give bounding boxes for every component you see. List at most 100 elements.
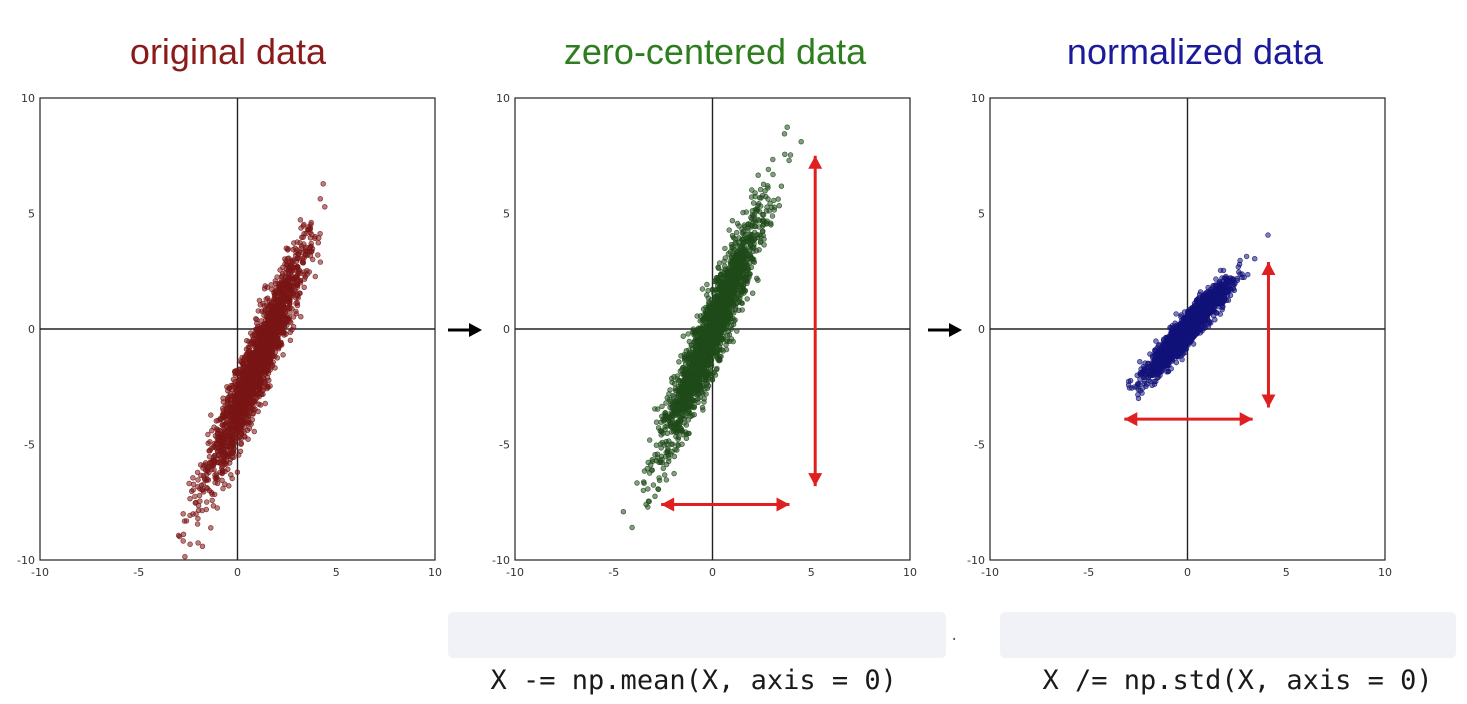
data-point bbox=[258, 403, 263, 408]
data-point bbox=[191, 475, 196, 480]
data-point bbox=[204, 500, 209, 505]
data-point bbox=[676, 397, 681, 402]
data-point bbox=[779, 184, 784, 189]
data-point bbox=[292, 258, 297, 263]
data-point bbox=[205, 486, 210, 491]
data-point bbox=[270, 305, 275, 310]
data-point bbox=[706, 346, 711, 351]
data-point bbox=[308, 245, 313, 250]
x-tick-label: 10 bbox=[903, 566, 917, 579]
data-point bbox=[200, 544, 205, 549]
data-point bbox=[682, 358, 687, 363]
data-point bbox=[228, 472, 233, 477]
data-point bbox=[282, 330, 287, 335]
data-point bbox=[208, 413, 213, 418]
x-tick-label: -10 bbox=[981, 566, 999, 579]
data-point bbox=[251, 392, 256, 397]
data-point bbox=[787, 158, 792, 163]
data-point bbox=[681, 334, 686, 339]
data-point bbox=[196, 516, 201, 521]
data-point bbox=[254, 317, 259, 322]
data-point bbox=[689, 368, 694, 373]
data-point bbox=[668, 388, 673, 393]
data-point bbox=[715, 296, 720, 301]
data-point bbox=[700, 287, 705, 292]
data-point bbox=[682, 409, 687, 414]
data-point bbox=[236, 453, 241, 458]
data-point bbox=[271, 314, 276, 319]
data-point bbox=[232, 433, 237, 438]
y-tick-label: 5 bbox=[978, 208, 985, 221]
data-point bbox=[234, 411, 239, 416]
data-point bbox=[270, 339, 275, 344]
data-point bbox=[263, 327, 268, 332]
data-point bbox=[246, 419, 251, 424]
data-point bbox=[286, 246, 291, 251]
data-point bbox=[277, 330, 282, 335]
data-point bbox=[671, 429, 676, 434]
data-point bbox=[263, 308, 268, 313]
data-point bbox=[642, 481, 647, 486]
data-point bbox=[731, 235, 736, 240]
data-point bbox=[694, 348, 699, 353]
data-point bbox=[223, 460, 228, 465]
data-point bbox=[286, 269, 291, 274]
data-point bbox=[278, 312, 283, 317]
data-point bbox=[749, 265, 754, 270]
data-point bbox=[668, 405, 673, 410]
data-point bbox=[771, 198, 776, 203]
data-point bbox=[236, 437, 241, 442]
data-point bbox=[641, 488, 646, 493]
y-tick-label: -5 bbox=[974, 439, 985, 452]
data-point bbox=[181, 511, 186, 516]
data-point bbox=[291, 247, 296, 252]
data-point bbox=[695, 376, 700, 381]
data-point bbox=[707, 321, 712, 326]
data-point bbox=[686, 401, 691, 406]
data-point bbox=[204, 507, 209, 512]
data-point bbox=[225, 467, 230, 472]
data-point bbox=[316, 240, 321, 245]
data-point bbox=[220, 452, 225, 457]
data-point bbox=[322, 204, 327, 209]
y-tick-label: 10 bbox=[496, 92, 510, 105]
data-point bbox=[635, 481, 640, 486]
data-point bbox=[215, 506, 220, 511]
data-point bbox=[226, 427, 231, 432]
data-point bbox=[654, 420, 659, 425]
data-point bbox=[255, 349, 260, 354]
data-point bbox=[705, 358, 710, 363]
data-point bbox=[201, 482, 206, 487]
data-point bbox=[722, 264, 727, 269]
data-point bbox=[215, 436, 220, 441]
data-point bbox=[746, 240, 751, 245]
data-point bbox=[799, 139, 804, 144]
data-point bbox=[295, 303, 300, 308]
data-point bbox=[258, 391, 263, 396]
y-tick-label: -10 bbox=[492, 554, 510, 567]
data-point bbox=[269, 282, 274, 287]
data-point bbox=[672, 454, 677, 459]
data-point bbox=[259, 378, 264, 383]
data-point bbox=[290, 306, 295, 311]
data-point bbox=[276, 343, 281, 348]
data-point bbox=[279, 275, 284, 280]
data-point bbox=[678, 426, 683, 431]
data-point bbox=[692, 405, 697, 410]
data-point bbox=[213, 453, 218, 458]
data-point bbox=[226, 483, 231, 488]
data-point bbox=[701, 341, 706, 346]
data-point bbox=[785, 125, 790, 130]
data-point bbox=[276, 297, 281, 302]
data-point bbox=[210, 492, 215, 497]
data-point bbox=[181, 532, 186, 537]
data-point bbox=[318, 196, 323, 201]
data-point bbox=[672, 471, 677, 476]
data-point bbox=[234, 400, 239, 405]
data-point bbox=[269, 300, 274, 305]
data-point bbox=[694, 340, 699, 345]
data-point bbox=[731, 293, 736, 298]
data-point bbox=[229, 450, 234, 455]
data-point bbox=[693, 332, 698, 337]
data-point bbox=[744, 210, 749, 215]
